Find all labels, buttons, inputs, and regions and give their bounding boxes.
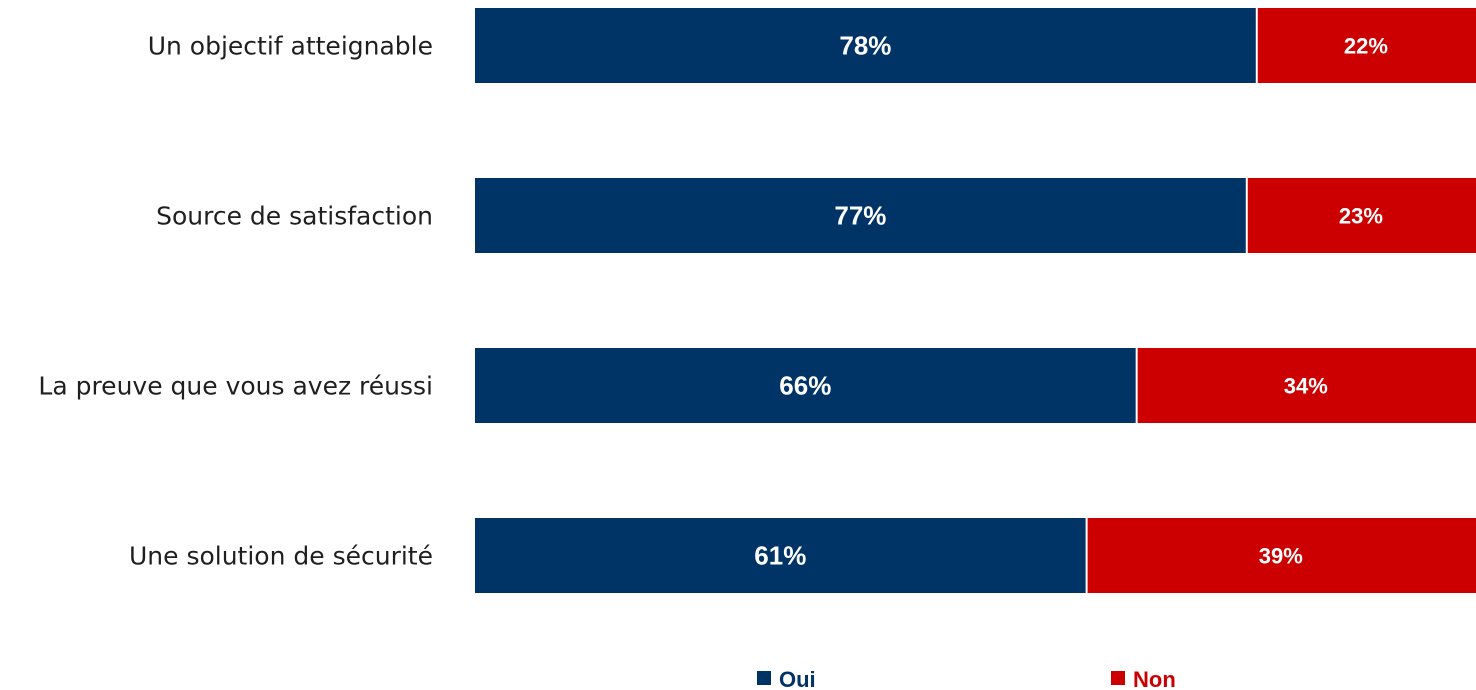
data-label-oui: 66% (779, 371, 831, 401)
bar-segment-oui (475, 518, 1086, 593)
data-label-non: 23% (1339, 204, 1383, 229)
legend-swatch-oui (757, 671, 771, 685)
data-label-non: 22% (1344, 34, 1388, 59)
legend-swatch-non (1111, 671, 1125, 685)
data-label-non: 39% (1259, 544, 1303, 569)
data-label-non: 34% (1284, 374, 1328, 399)
category-label: Un objectif atteignable (148, 32, 433, 61)
legend-label-non: Non (1133, 667, 1176, 690)
bar-segment-non (1137, 348, 1476, 423)
bar-segment-non (1247, 178, 1476, 253)
data-label-oui: 61% (754, 541, 806, 571)
data-label-oui: 78% (839, 31, 891, 61)
category-label: Source de satisfaction (156, 202, 433, 231)
bar-segment-oui (475, 178, 1246, 253)
bar-segment-non (1257, 8, 1476, 83)
category-label: Une solution de sécurité (129, 542, 433, 571)
legend: Oui Non (757, 667, 1176, 690)
category-labels: Un objectif atteignable Source de satisfa… (38, 32, 433, 571)
bars-group: 78% 22% 77% 23% 66% 34% 61% 39% (475, 8, 1476, 593)
category-label: La preuve que vous avez réussi (38, 372, 433, 401)
bar-segment-non (1087, 518, 1476, 593)
bar-segment-oui (475, 348, 1136, 423)
legend-label-oui: Oui (779, 667, 816, 690)
bar-segment-oui (475, 8, 1256, 83)
data-label-oui: 77% (834, 201, 886, 231)
